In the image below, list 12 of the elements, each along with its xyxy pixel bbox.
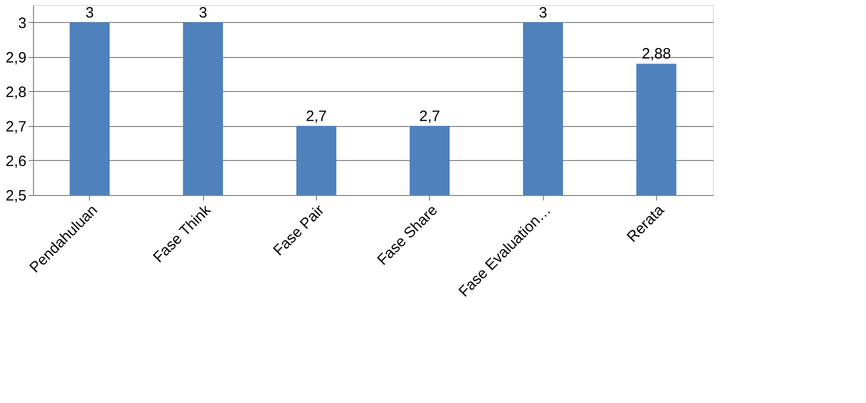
data-label: 3 (538, 4, 548, 22)
y-tick-label: 2,5 (6, 188, 26, 204)
data-label: 2,88 (642, 46, 671, 63)
data-label: 3 (198, 4, 208, 22)
y-tick-label: 2,9 (6, 49, 26, 66)
data-label: 2,7 (419, 108, 440, 125)
data-label: 3 (85, 4, 94, 22)
y-tick-label: 2,7 (6, 118, 26, 136)
y-tick-label: 2,6 (6, 152, 26, 170)
y-tick-label: 2,8 (6, 84, 26, 101)
data-label: 2,7 (306, 108, 327, 125)
y-tick-label: 3 (18, 14, 26, 32)
